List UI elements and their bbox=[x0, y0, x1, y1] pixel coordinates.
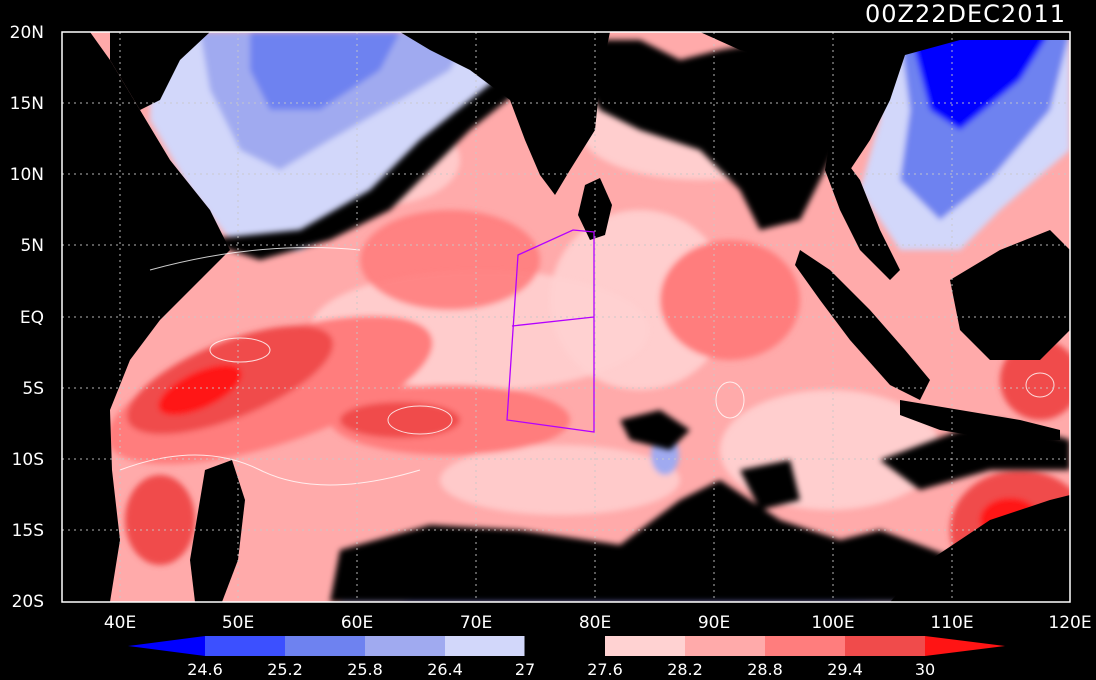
lon-label: 80E bbox=[579, 613, 611, 633]
indochina-land bbox=[700, 32, 1070, 170]
sst-field bbox=[62, 32, 1070, 602]
colorbar-swatch bbox=[445, 636, 525, 656]
colorbar-swatch bbox=[605, 636, 685, 656]
colorbar-left-arrow bbox=[128, 636, 205, 656]
java-land bbox=[900, 400, 1060, 440]
longitude-labels: 40E 50E 60E 70E 80E 90E 100E 110E 120E bbox=[104, 613, 1092, 633]
colorbar-label: 28.8 bbox=[747, 660, 783, 679]
colorbar-swatch bbox=[365, 636, 445, 656]
lat-label: 15S bbox=[12, 521, 44, 541]
lat-label: 20S bbox=[12, 592, 44, 612]
borneo-land bbox=[950, 230, 1070, 360]
colorbar-swatch bbox=[524, 635, 606, 657]
colorbar-label: 26.4 bbox=[427, 660, 463, 679]
madagascar-land bbox=[190, 460, 245, 602]
lon-label: 120E bbox=[1048, 613, 1091, 633]
graticule bbox=[62, 32, 1070, 602]
lat-label: 5N bbox=[20, 236, 44, 256]
colorbar-swatch bbox=[765, 636, 845, 656]
lon-label: 60E bbox=[341, 613, 373, 633]
lon-label: 110E bbox=[930, 613, 973, 633]
lat-label: 15N bbox=[10, 94, 44, 114]
lat-label: 10N bbox=[10, 165, 44, 185]
colorbar-swatch bbox=[285, 636, 365, 656]
lat-label: 5S bbox=[22, 379, 44, 399]
colorbar-label: 30 bbox=[915, 660, 935, 679]
sumatra-land bbox=[795, 250, 930, 400]
colorbar-swatch bbox=[205, 636, 285, 656]
colorbar-label: 25.8 bbox=[347, 660, 383, 679]
colorbar-label: 29.4 bbox=[827, 660, 863, 679]
sri-lanka-land bbox=[578, 178, 612, 240]
colorbar-label: 24.6 bbox=[187, 660, 223, 679]
australia-land bbox=[890, 495, 1070, 602]
colorbar-swatch bbox=[685, 636, 765, 656]
lon-label: 70E bbox=[460, 613, 492, 633]
colorbar-label: 25.2 bbox=[267, 660, 303, 679]
lon-label: 40E bbox=[104, 613, 136, 633]
india-land bbox=[400, 32, 610, 195]
colorbar-labels: 24.6 25.2 25.8 26.4 27 27.6 28.2 28.8 29… bbox=[187, 660, 935, 679]
lat-label: 10S bbox=[12, 450, 44, 470]
lon-label: 90E bbox=[698, 613, 730, 633]
colorbar-label: 27.6 bbox=[587, 660, 623, 679]
region-box-outline bbox=[506, 229, 595, 433]
arabia-land bbox=[110, 32, 210, 110]
lat-label: EQ bbox=[20, 308, 44, 328]
colorbar-label: 27 bbox=[515, 660, 535, 679]
colorbar-right-arrow bbox=[925, 636, 1005, 656]
colorbar-swatch bbox=[845, 636, 925, 656]
malay-land bbox=[825, 140, 900, 280]
map-title: 00Z22DEC2011 bbox=[865, 0, 1066, 28]
lon-label: 50E bbox=[222, 613, 254, 633]
lat-label: 20N bbox=[10, 23, 44, 43]
colorbar: 24.6 25.2 25.8 26.4 27 27.6 28.2 28.8 29… bbox=[128, 635, 1005, 679]
map-frame bbox=[61, 31, 1071, 603]
latitude-labels: 20N 15N 10N 5N EQ 5S 10S 15S 20S bbox=[10, 23, 44, 612]
lon-label: 100E bbox=[811, 613, 854, 633]
colorbar-label: 28.2 bbox=[667, 660, 703, 679]
